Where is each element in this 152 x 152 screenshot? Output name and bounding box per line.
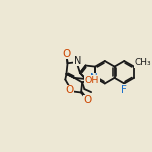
Polygon shape [82,79,89,82]
Text: N: N [90,73,98,83]
Text: CH₃: CH₃ [135,58,151,67]
Text: F: F [121,85,127,95]
Text: O: O [83,95,91,105]
Text: O: O [62,49,71,59]
Text: O: O [65,85,73,95]
Text: N: N [74,56,81,66]
Text: OH: OH [85,76,99,85]
